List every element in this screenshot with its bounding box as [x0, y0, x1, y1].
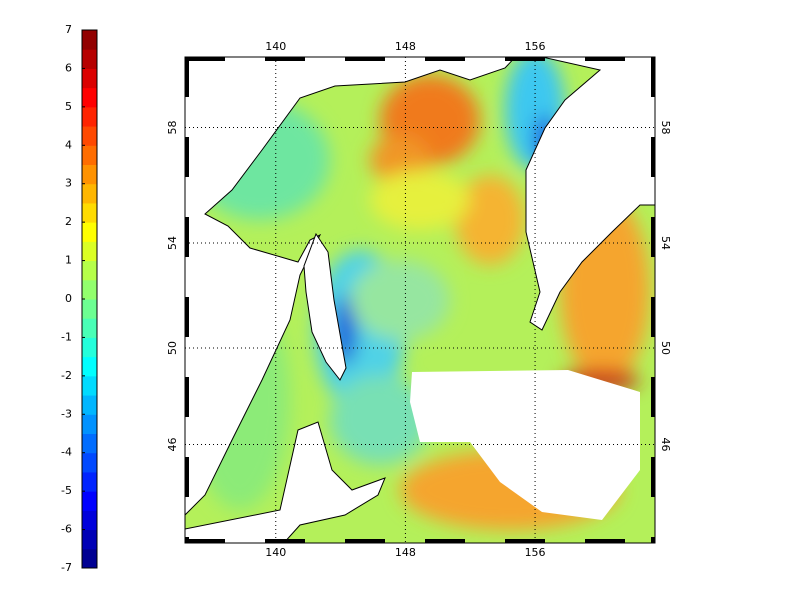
- colorbar-band: [82, 299, 97, 319]
- colorbar-band: [82, 356, 97, 377]
- colorbar-band: [82, 202, 97, 223]
- land: [185, 57, 655, 543]
- colorbar-tick-label: 5: [65, 100, 72, 113]
- lon-label-top: 148: [395, 40, 416, 53]
- colorbar-band: [82, 471, 97, 492]
- frame-scale: [185, 57, 655, 543]
- colorbar-tick-label: 7: [65, 23, 72, 36]
- colorbar-band: [82, 30, 97, 50]
- colorbar-band: [82, 337, 97, 358]
- colorbar-tick-label: -5: [61, 484, 72, 497]
- colorbar-band: [82, 260, 97, 281]
- colorbar-band: [82, 183, 97, 204]
- lat-label-right: 46: [659, 438, 672, 452]
- lat-label-left: 50: [166, 341, 179, 355]
- colorbar-tick-label: -6: [61, 523, 72, 536]
- colorbar-band: [82, 241, 97, 262]
- colorbar-band: [82, 87, 97, 108]
- colorbar-band: [82, 414, 97, 434]
- colorbar-band: [82, 279, 97, 300]
- colorbar-tick-label: -3: [61, 407, 72, 420]
- colorbar-band: [82, 510, 97, 531]
- lon-label-bottom: 156: [525, 546, 546, 559]
- lon-label-top: 140: [265, 40, 286, 53]
- colorbar: [82, 30, 97, 569]
- colorbar-tick-label: 4: [65, 138, 72, 151]
- lat-label-right: 58: [659, 120, 672, 134]
- colorbar-band: [82, 318, 97, 338]
- colorbar-tick-label: -1: [61, 330, 72, 343]
- colorbar-band: [82, 164, 97, 185]
- colorbar-tick-label: 0: [65, 292, 72, 305]
- colorbar-band: [82, 433, 97, 454]
- colorbar-band: [82, 68, 97, 89]
- colorbar-tick-label: -4: [61, 446, 72, 459]
- lon-label-bottom: 148: [395, 546, 416, 559]
- colorbar-band: [82, 395, 97, 415]
- lat-label-left: 54: [166, 236, 179, 250]
- colorbar-tick-label: 6: [65, 61, 72, 74]
- colorbar-band: [82, 145, 97, 165]
- colorbar-tick-label: 2: [65, 215, 72, 228]
- lat-label-right: 50: [659, 341, 672, 355]
- colorbar-tick-label: 1: [65, 254, 72, 267]
- colorbar-tick-label: 3: [65, 177, 72, 190]
- colorbar-tick-label: -2: [61, 369, 72, 382]
- colorbar-tick-label: -7: [61, 561, 72, 574]
- lat-label-left: 46: [166, 438, 179, 452]
- colorbar-band: [82, 452, 97, 473]
- map-field: [185, 57, 655, 543]
- colorbar-band: [82, 126, 97, 146]
- lat-label-right: 54: [659, 236, 672, 250]
- colorbar-band: [82, 529, 97, 550]
- colorbar-band: [82, 222, 97, 242]
- lon-label-bottom: 140: [265, 546, 286, 559]
- lon-label-top: 156: [525, 40, 546, 53]
- colorbar-band: [82, 375, 97, 396]
- colorbar-band: [82, 49, 97, 69]
- colorbar-band: [82, 491, 97, 511]
- colorbar-band: [82, 106, 97, 127]
- lat-label-left: 58: [166, 120, 179, 134]
- colorbar-band: [82, 548, 97, 569]
